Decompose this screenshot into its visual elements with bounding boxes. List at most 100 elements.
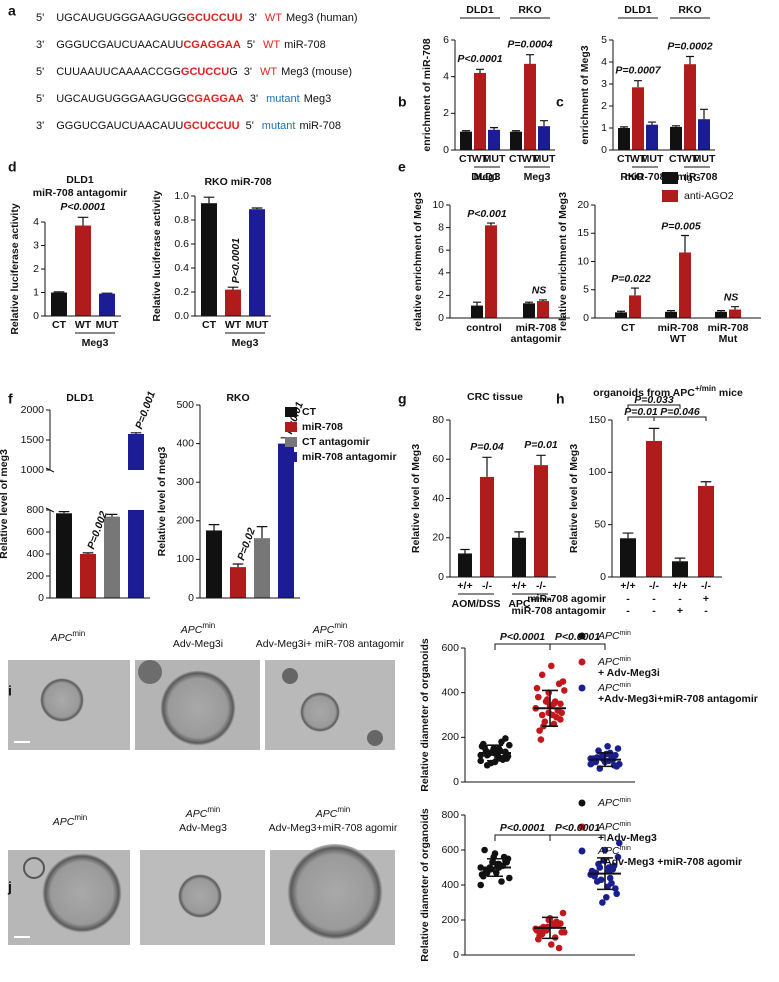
bar — [646, 124, 658, 150]
x-tick-label: antagomir — [511, 333, 562, 345]
y-tick-label: 500 — [176, 399, 194, 411]
bar — [632, 87, 644, 150]
annotation: NS — [724, 291, 739, 303]
y-tick-label: 60 — [432, 453, 444, 465]
legend-marker — [578, 799, 586, 807]
bracket — [549, 643, 606, 650]
group-name: Meg3 — [82, 337, 109, 349]
y-tick-label: 20 — [577, 199, 589, 211]
bar — [537, 301, 549, 318]
annotation: P=0.022 — [611, 273, 651, 285]
error-bar — [232, 563, 244, 568]
caption-sup: min — [334, 621, 347, 630]
error-bar — [717, 310, 725, 312]
strand-end: 3' — [244, 66, 252, 78]
error-bar — [620, 126, 628, 128]
legend-label: APCmin — [597, 845, 631, 857]
error-bar — [681, 234, 689, 253]
y-tick-label: 400 — [441, 686, 459, 698]
x-tick-label: WT — [225, 319, 242, 331]
point — [599, 899, 606, 906]
bar — [665, 311, 677, 318]
error-bar — [674, 557, 686, 562]
group-label: APC+/min — [508, 595, 551, 610]
point — [489, 858, 496, 866]
point — [498, 878, 505, 885]
y-axis-label: Relative level of Meg3 — [410, 444, 422, 553]
image-caption: APCmin — [50, 629, 85, 644]
error-bar — [700, 481, 712, 486]
bracket — [653, 416, 707, 421]
legend-sup: min — [620, 630, 631, 637]
error-bar — [203, 196, 215, 204]
x-tick-label: miR-708 — [658, 322, 699, 334]
chart-title: CRC tissue — [467, 391, 523, 403]
point — [533, 684, 541, 692]
y-tick-label: 50 — [594, 518, 606, 530]
error-bar — [514, 531, 524, 538]
point — [597, 876, 605, 884]
bracket — [549, 834, 606, 841]
sd-bar — [597, 752, 613, 768]
chart-title: DLD1 — [66, 174, 94, 186]
name: Meg3 — [304, 93, 332, 105]
bar — [278, 443, 294, 598]
point — [613, 890, 620, 898]
y-tick-label: 80 — [432, 414, 444, 426]
point — [548, 662, 555, 670]
annotation: P<0.0001 — [230, 238, 242, 283]
sequence: UGCAUGUGGGAAGUGG — [56, 93, 186, 105]
annotation: P<0.0001 — [500, 822, 545, 834]
bar — [672, 561, 688, 577]
x-tick-label: CT — [509, 153, 524, 165]
seed: GCUCCUU — [183, 120, 239, 132]
annotation: P=0.0002 — [667, 40, 712, 52]
point — [500, 754, 508, 761]
caption-base: APC — [50, 632, 73, 644]
legend-label: APCmin — [597, 821, 631, 833]
bar — [620, 538, 636, 577]
legend-name: APC — [597, 821, 620, 833]
organoid — [42, 853, 122, 933]
error-bar — [487, 222, 495, 226]
tag: WT — [265, 12, 282, 24]
title: RKO — [620, 171, 643, 183]
x-tick-label: WT — [682, 153, 699, 165]
sd-bar — [597, 857, 613, 891]
annotation: P=0.0004 — [507, 38, 552, 50]
point — [506, 874, 513, 882]
chart-title: DLD1 — [66, 392, 94, 404]
error-bar — [482, 456, 492, 477]
y-tick-label: 1000 — [21, 464, 45, 476]
group-title: RKO — [678, 4, 701, 16]
name: miR-708 — [299, 120, 341, 132]
error-bar — [106, 513, 118, 517]
image-caption: APCmin — [315, 805, 350, 820]
row-mark: - — [626, 593, 630, 605]
y-tick-label: 200 — [441, 914, 459, 926]
error-bar — [686, 55, 694, 65]
y-axis-label: Relative level of Meg3 — [568, 444, 580, 553]
annotation: P=0.0007 — [615, 64, 661, 76]
sd-bar — [487, 744, 503, 762]
y-tick-label: 6 — [438, 244, 444, 256]
group-name: Meg3 — [474, 171, 501, 183]
caption-base: APC — [312, 624, 335, 636]
error-bar — [634, 80, 642, 88]
error-bar — [77, 216, 89, 226]
title: mice — [716, 387, 743, 399]
row-mark: - — [704, 605, 708, 617]
legend-marker — [578, 847, 586, 855]
legend-swatch — [285, 437, 297, 447]
legend-label: APCmin — [597, 682, 631, 694]
y-tick-label: 10 — [577, 255, 589, 267]
bar — [488, 129, 500, 150]
bar — [629, 295, 641, 318]
point — [481, 846, 488, 854]
error-bar — [631, 287, 639, 296]
organoid — [138, 660, 162, 684]
legend-marker — [578, 658, 586, 666]
bracket — [627, 404, 681, 409]
y-axis-label: Relative diameter of organoids — [419, 808, 431, 962]
image-caption: APCmin — [180, 621, 215, 636]
